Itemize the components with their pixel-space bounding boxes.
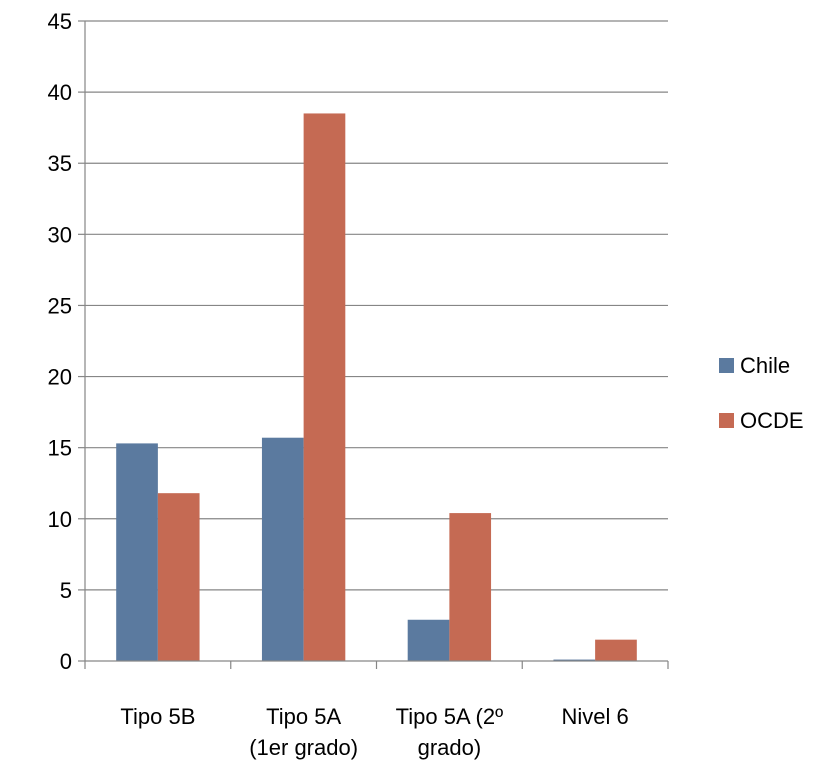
axes — [78, 20, 669, 669]
y-tick-label: 0 — [60, 649, 72, 674]
legend-swatch-ocde — [719, 413, 734, 428]
y-tick-label: 5 — [60, 578, 72, 603]
x-tick-label: Nivel 6 — [562, 704, 629, 729]
y-tick-label: 35 — [48, 151, 72, 176]
bar-chile-2 — [407, 619, 450, 661]
bar-ocde-3 — [595, 639, 637, 661]
y-tick-label: 20 — [48, 365, 72, 390]
bar-ocde-2 — [449, 513, 492, 661]
x-tick-labels: Tipo 5B Tipo 5A (1er grado) Tipo 5A (2º grad… — [120, 704, 628, 760]
bar-chile-1 — [261, 437, 304, 661]
y-tick-label: 25 — [48, 293, 72, 318]
legend-swatch-chile — [719, 358, 734, 373]
bar-ocde-1 — [303, 113, 346, 661]
legend-label-ocde: OCDE — [740, 408, 804, 433]
legend-label-chile: Chile — [740, 353, 790, 378]
legend: Chile OCDE — [719, 353, 804, 433]
x-tick-label: Tipo 5B — [120, 704, 195, 729]
bar-ocde-0 — [157, 493, 200, 661]
bars — [116, 113, 637, 661]
x-tick-label: (1er grado) — [249, 735, 358, 760]
y-tick-label: 45 — [48, 9, 72, 34]
bar-chile-3 — [553, 659, 596, 661]
bar-chile-0 — [116, 443, 158, 661]
y-tick-label: 30 — [48, 222, 72, 247]
y-tick-label: 40 — [48, 80, 72, 105]
x-tick-label: Tipo 5A — [266, 704, 341, 729]
x-tick-label: Tipo 5A (2º — [396, 704, 504, 729]
y-tick-label: 10 — [48, 507, 72, 532]
x-tick-label: grado) — [418, 735, 482, 760]
y-tick-labels: 0 5 10 15 20 25 30 35 40 45 — [48, 9, 72, 674]
y-tick-label: 15 — [48, 436, 72, 461]
